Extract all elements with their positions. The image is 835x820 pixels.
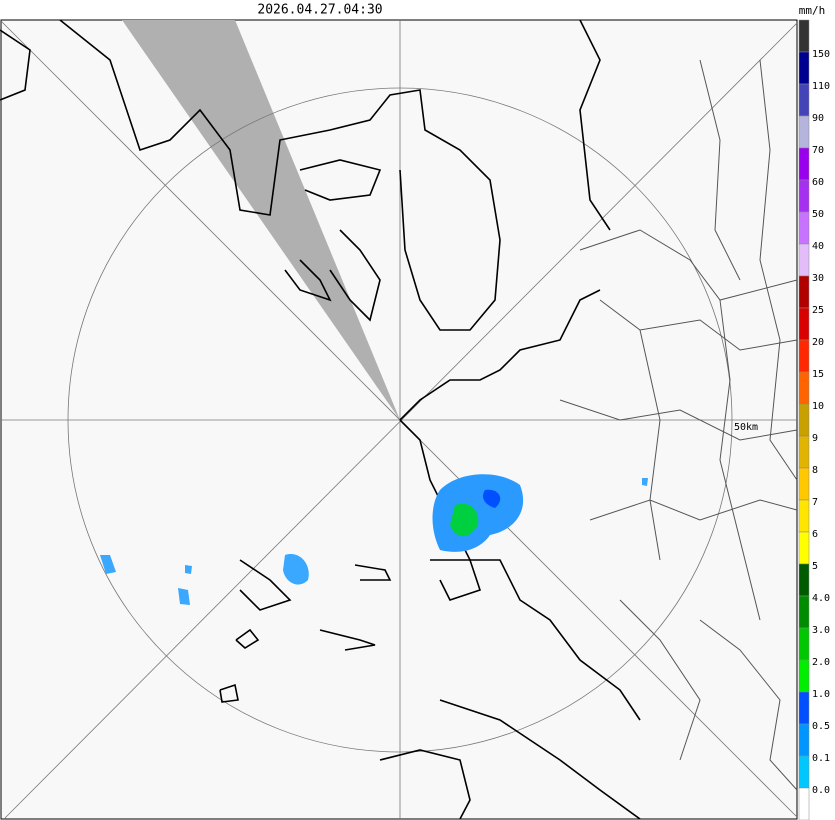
scale-swatch xyxy=(798,403,810,437)
scale-swatch xyxy=(798,435,810,469)
scale-swatch xyxy=(798,595,810,629)
precipitation xyxy=(100,474,648,605)
scale-label: 15 xyxy=(812,369,824,380)
scale-label: 8 xyxy=(812,465,818,476)
scale-swatch xyxy=(798,723,810,757)
scale-swatch xyxy=(798,691,810,725)
color-scale: 150 110 90 70 60 50 40 30 25 20 15 10 9 8 7 6 5 4.0 3.0 2.0… xyxy=(798,19,830,820)
blocked-sector xyxy=(122,20,400,420)
scale-swatch xyxy=(798,211,810,245)
scale-swatch xyxy=(798,787,810,820)
scale-swatch xyxy=(798,499,810,533)
scale-swatch xyxy=(798,275,810,309)
scale-swatch xyxy=(798,467,810,501)
scale-label: 3.0 xyxy=(812,625,830,636)
scale-swatch xyxy=(798,627,810,661)
scale-swatch xyxy=(798,83,810,117)
scale-label: 7 xyxy=(812,497,818,508)
scale-label: 6 xyxy=(812,529,818,540)
scale-swatch xyxy=(798,339,810,373)
range-label: 50km xyxy=(734,422,758,433)
scale-swatch xyxy=(798,531,810,565)
scale-label: 30 xyxy=(812,273,824,284)
scale-swatch xyxy=(798,179,810,213)
scale-swatch xyxy=(798,563,810,597)
scale-label: 1.0 xyxy=(812,689,830,700)
scale-label: 70 xyxy=(812,145,824,156)
scale-swatch xyxy=(798,51,810,85)
coastlines xyxy=(0,19,641,820)
scale-swatch xyxy=(798,115,810,149)
scale-label: 9 xyxy=(812,433,818,444)
scale-swatch xyxy=(798,659,810,693)
scale-swatch xyxy=(798,371,810,405)
guide-line xyxy=(0,20,798,818)
scale-label: 25 xyxy=(812,305,824,316)
scale-label: 50 xyxy=(812,209,824,220)
admin-borders xyxy=(559,59,798,791)
scale-label: 5 xyxy=(812,561,818,572)
scale-swatch xyxy=(798,147,810,181)
scale-swatch xyxy=(798,243,810,277)
scale-swatch xyxy=(798,755,810,789)
scale-label: 4.0 xyxy=(812,593,830,604)
scale-swatch xyxy=(798,307,810,341)
scale-label: 20 xyxy=(812,337,824,348)
scale-label: 10 xyxy=(812,401,824,412)
scale-label: 0.1 xyxy=(812,753,830,764)
scale-label: 2.0 xyxy=(812,657,830,668)
scale-label: 150 xyxy=(812,49,830,60)
timestamp: 2026.04.27.04:30 xyxy=(257,3,382,18)
scale-label: 0.5 xyxy=(812,721,830,732)
scale-swatch xyxy=(798,19,810,53)
unit-label: mm/h xyxy=(799,4,826,17)
scale-label: 90 xyxy=(812,113,824,124)
map: 50km xyxy=(0,19,798,820)
scale-label: 0.0 xyxy=(812,785,830,796)
scale-label: 110 xyxy=(812,81,830,92)
scale-label: 40 xyxy=(812,241,824,252)
scale-label: 60 xyxy=(812,177,824,188)
